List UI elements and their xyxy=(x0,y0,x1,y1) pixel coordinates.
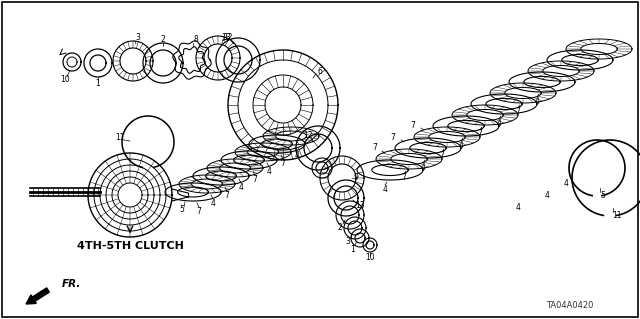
Text: 4: 4 xyxy=(267,167,271,175)
Text: 11: 11 xyxy=(115,133,125,143)
Text: 1: 1 xyxy=(351,246,355,255)
Text: 4: 4 xyxy=(516,203,520,211)
Text: 11: 11 xyxy=(612,211,621,219)
Text: 4: 4 xyxy=(545,190,549,199)
Text: 7: 7 xyxy=(401,174,406,182)
Text: 4: 4 xyxy=(459,140,463,150)
Text: 3: 3 xyxy=(136,33,140,42)
Text: 4: 4 xyxy=(383,184,387,194)
Text: 4: 4 xyxy=(564,179,568,188)
Text: FR.: FR. xyxy=(62,279,81,289)
Text: 13: 13 xyxy=(355,201,365,210)
Text: 7: 7 xyxy=(516,108,520,116)
Text: 7: 7 xyxy=(253,174,257,183)
Text: 7: 7 xyxy=(390,132,396,142)
Text: 2: 2 xyxy=(161,35,165,44)
Text: 4: 4 xyxy=(534,97,540,106)
Text: 7: 7 xyxy=(196,206,202,216)
Text: 9: 9 xyxy=(353,174,358,182)
Text: 7: 7 xyxy=(280,159,285,167)
Text: 13: 13 xyxy=(221,33,231,41)
Text: 1: 1 xyxy=(95,78,100,87)
Text: 4: 4 xyxy=(497,118,501,128)
Text: 6: 6 xyxy=(317,68,323,77)
Text: 10: 10 xyxy=(60,76,70,85)
Text: 8: 8 xyxy=(194,35,198,44)
Text: 4: 4 xyxy=(239,182,243,191)
Text: TA04A0420: TA04A0420 xyxy=(547,300,594,309)
Text: 10: 10 xyxy=(365,254,375,263)
FancyArrow shape xyxy=(26,288,49,304)
Text: 2: 2 xyxy=(338,224,342,233)
Text: 3: 3 xyxy=(346,238,351,247)
Text: 7: 7 xyxy=(440,152,444,160)
Text: 12: 12 xyxy=(303,130,313,139)
Text: 7: 7 xyxy=(225,190,229,199)
Text: 7: 7 xyxy=(372,144,378,152)
Text: 4: 4 xyxy=(294,151,300,160)
Text: 5: 5 xyxy=(180,205,184,214)
Text: 4: 4 xyxy=(420,162,426,172)
Text: 5: 5 xyxy=(600,190,605,199)
Text: 4: 4 xyxy=(211,198,216,207)
Text: 7: 7 xyxy=(477,130,483,138)
Text: 12: 12 xyxy=(223,33,233,42)
Text: 7: 7 xyxy=(411,121,415,130)
Text: 4TH-5TH CLUTCH: 4TH-5TH CLUTCH xyxy=(77,241,184,251)
